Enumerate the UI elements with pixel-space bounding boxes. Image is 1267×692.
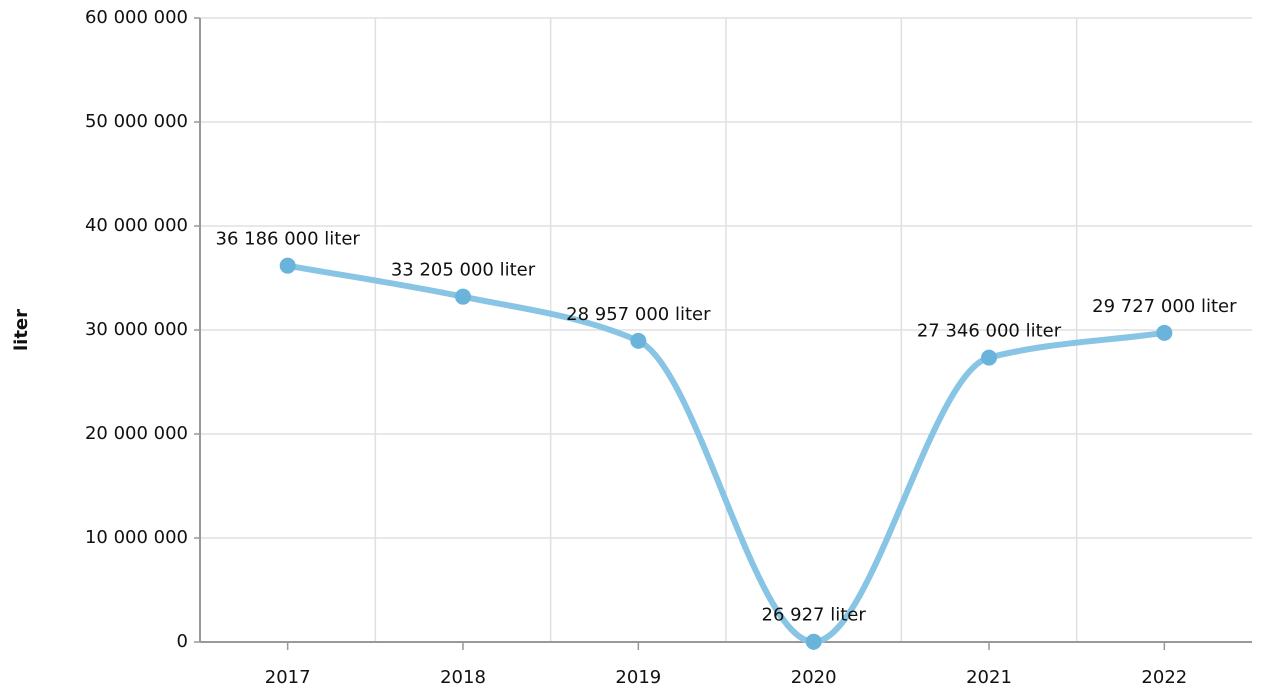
- y-tick-label: 20 000 000: [85, 423, 188, 444]
- x-tick-label: 2017: [265, 667, 311, 688]
- x-tick-label: 2021: [966, 667, 1012, 688]
- data-label: 26 927 liter: [762, 605, 867, 626]
- y-tick-label: 60 000 000: [85, 7, 188, 28]
- data-label: 27 346 000 liter: [917, 321, 1062, 342]
- point: [805, 633, 822, 650]
- point: [1156, 324, 1173, 341]
- point: [279, 257, 296, 274]
- data-label: 28 957 000 liter: [566, 304, 711, 325]
- x-tick-label: 2019: [615, 667, 661, 688]
- y-tick-label: 0: [177, 631, 188, 652]
- data-label: 29 727 000 liter: [1092, 296, 1237, 317]
- y-tick-label: 30 000 000: [85, 319, 188, 340]
- data-label: 36 186 000 liter: [216, 229, 361, 250]
- y-axis-label: liter: [11, 309, 32, 351]
- y-tick-label: 40 000 000: [85, 215, 188, 236]
- x-tick-label: 2018: [440, 667, 486, 688]
- point: [981, 349, 997, 366]
- data-label: 33 205 000 liter: [391, 260, 536, 281]
- y-tick-label: 50 000 000: [85, 111, 188, 132]
- x-tick-label: 2020: [791, 667, 837, 688]
- point: [455, 288, 471, 305]
- x-tick-label: 2022: [1141, 667, 1187, 688]
- point: [630, 332, 647, 349]
- y-tick-label: 10 000 000: [85, 527, 188, 548]
